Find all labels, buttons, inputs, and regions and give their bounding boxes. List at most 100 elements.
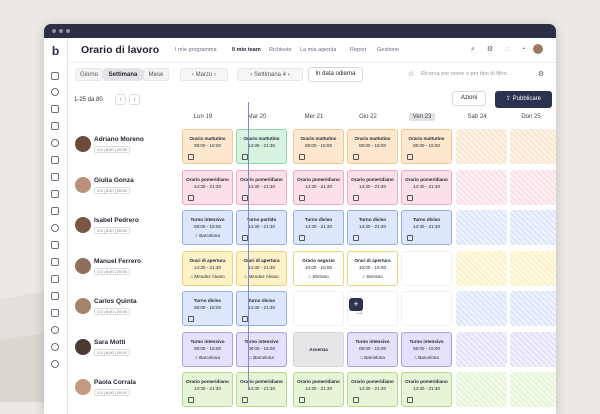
chevron-left-icon[interactable]: ‹ — [250, 72, 253, 78]
message-icon[interactable] — [51, 258, 59, 266]
day-header[interactable]: Sab 24 — [452, 114, 502, 120]
shift-card[interactable]: Orario negozio 10:00 - 15:00 ⌂ Sèrrano — [293, 250, 344, 286]
card-icon[interactable] — [51, 292, 59, 300]
employee-row[interactable]: Paola Corrala 1,5 | 8:00 | 20:00 — [67, 369, 162, 409]
nav-richieste[interactable]: Richieste — [269, 47, 292, 53]
day-header[interactable]: Lun 19 — [178, 114, 228, 120]
checklist-icon[interactable] — [51, 190, 59, 198]
employee-row[interactable]: Sara Motti 1,5 | 8:00 | 20:00 — [67, 329, 162, 369]
add-shift-button[interactable]: + — [349, 298, 363, 311]
star-icon[interactable]: ☆ — [407, 71, 415, 78]
shift-card[interactable]: Orario pomeridiano 14:30 - 21:30 — [401, 169, 452, 205]
weekend-slot[interactable] — [510, 372, 556, 407]
day-header[interactable]: Mer 21 — [289, 114, 339, 120]
chevron-left-icon[interactable]: ‹ — [191, 72, 194, 78]
employee-row[interactable]: Giulia Gonza 1,5 | 8:00 | 20:00 — [67, 167, 162, 207]
search-input[interactable]: Ricerca per nome o per tipo di filtro... — [421, 71, 512, 77]
day-header[interactable]: Gio 22 — [343, 114, 393, 120]
clock-icon[interactable] — [51, 139, 59, 147]
shift-card[interactable]: Orario mattutino 08:00 - 15:00 — [182, 129, 233, 164]
shift-card[interactable]: Orari di apertura 14:30 - 21:30 ⌂ Mendez A… — [182, 250, 233, 286]
shift-card[interactable]: Turno partido 14:30 - 21:30 — [236, 210, 287, 245]
day-header[interactable]: Don 25 — [506, 114, 556, 120]
gear-icon[interactable]: ⚙ — [486, 46, 494, 53]
search-icon[interactable]: ⌕ — [471, 46, 475, 53]
shift-card[interactable]: Orario mattutino 08:00 - 15:00 — [401, 129, 452, 164]
nav-team[interactable]: Il mio team — [232, 47, 261, 53]
weekend-slot[interactable] — [510, 331, 556, 367]
shift-card[interactable]: Turno intensivo 08:00 - 15:00 ⌂ Barcelona — [347, 331, 398, 367]
bell-icon[interactable]: ◔ — [520, 46, 526, 53]
chat-icon[interactable] — [51, 241, 59, 249]
weekend-slot[interactable] — [456, 291, 507, 326]
nav-report[interactable]: Report — [350, 47, 367, 53]
employee-row[interactable]: Adriano Moreno 1,5 | 8:00 | 20:00 — [67, 126, 162, 166]
profile-icon[interactable] — [51, 343, 59, 351]
nav-programma[interactable]: I mie programma — [175, 47, 217, 53]
employee-row[interactable]: Carlos Quinta 1,5 | 8:00 | 20:00 — [67, 288, 162, 328]
shift-card[interactable]: Orario pomeridiano 14:30 - 21:30 — [347, 372, 398, 407]
window-dot[interactable] — [52, 29, 56, 33]
shift-card[interactable]: Orario pomeridiano 14:30 - 21:30 — [293, 169, 344, 205]
shift-card[interactable]: Orario mattutino 14:30 - 21:30 — [236, 129, 287, 164]
actions-button[interactable]: Azioni — [452, 91, 486, 106]
shift-card[interactable]: Assenza — [293, 331, 344, 367]
month-selector[interactable]: ‹ Marzo › — [180, 68, 228, 81]
shift-card[interactable]: Orario mattutino 08:00 - 15:00 — [293, 129, 344, 164]
day-header[interactable]: Ven 23 — [397, 113, 447, 121]
day-header[interactable]: Mar 20 — [232, 114, 282, 120]
chat-icon[interactable]: ◌ — [504, 46, 510, 53]
chevron-right-icon[interactable]: › — [214, 72, 216, 78]
shift-card[interactable]: Turno intensivo 08:00 - 15:00 ⌂ Barcelona — [236, 331, 287, 367]
chart-icon[interactable] — [51, 207, 59, 215]
view-month[interactable]: Mese — [143, 68, 169, 81]
shift-card[interactable]: Turno intensivo 08:00 - 15:00 ⌂ Barcelona — [182, 210, 233, 245]
empty-slot[interactable] — [293, 291, 344, 326]
weekend-slot[interactable] — [510, 210, 556, 245]
empty-slot[interactable] — [347, 291, 398, 326]
weekend-slot[interactable] — [456, 250, 507, 286]
shift-card[interactable]: Turno diviso 08:00 - 15:00 — [182, 291, 233, 326]
user-avatar[interactable] — [533, 44, 543, 54]
shift-card[interactable]: Orario pomeridiano 14:30 - 21:30 — [347, 169, 398, 205]
weekend-slot[interactable] — [510, 250, 556, 286]
shift-card[interactable]: Turno diviso 14:30 - 21:30 — [293, 210, 344, 245]
weekend-slot[interactable] — [456, 331, 507, 367]
nav-agenda[interactable]: La mia agenda — [300, 47, 337, 53]
window-dot[interactable] — [59, 29, 63, 33]
view-week[interactable]: Settimana — [103, 68, 143, 81]
shift-card[interactable]: Orario pomeridiano 14:30 - 21:30 — [182, 169, 233, 205]
shift-card[interactable]: Orario pomeridiano 14:30 - 21:30 — [293, 372, 344, 407]
publish-button[interactable]: ⇪ Pubblicare — [495, 91, 552, 108]
shift-card[interactable]: Orario pomeridiano 14:30 - 21:30 — [236, 169, 287, 205]
weekend-slot[interactable] — [456, 129, 507, 164]
prev-page-button[interactable]: ‹ — [115, 94, 126, 105]
shift-card[interactable]: Turno diviso 14:30 - 21:30 — [347, 210, 398, 245]
weekend-slot[interactable] — [456, 210, 507, 245]
user-icon[interactable] — [51, 88, 59, 96]
shift-card[interactable]: Turno intensivo 08:00 - 15:00 ⌂ Barcelona — [401, 331, 452, 367]
shift-card[interactable]: Turno diviso 14:30 - 21:30 — [401, 210, 452, 245]
shift-card[interactable]: Orario pomeridiano 14:30 - 21:30 — [182, 372, 233, 407]
weekend-slot[interactable] — [510, 291, 556, 326]
weekend-slot[interactable] — [456, 372, 507, 407]
timer-icon[interactable] — [51, 360, 59, 368]
employee-row[interactable]: Manuel Ferrero 1,5 | 8:00 | 20:00 — [67, 248, 162, 288]
calendar-icon[interactable] — [51, 156, 59, 164]
nav-gestione[interactable]: Gestione — [377, 47, 400, 53]
shift-card[interactable]: Orari di apertura 14:30 - 21:30 ⌂ Mendez A… — [236, 250, 287, 286]
flow-icon[interactable] — [51, 275, 59, 283]
week-selector[interactable]: ‹ Settimana 4 › — [237, 68, 303, 81]
target-icon[interactable] — [51, 224, 59, 232]
weekend-slot[interactable] — [510, 169, 556, 205]
calendar-check-icon[interactable] — [51, 173, 59, 181]
alert-icon[interactable] — [51, 326, 59, 334]
list-icon[interactable] — [51, 309, 59, 317]
home-icon[interactable] — [51, 72, 59, 80]
chevron-right-icon[interactable]: › — [287, 72, 290, 78]
shift-card[interactable]: Turno diviso 14:30 - 21:30 — [236, 291, 287, 326]
shift-card[interactable]: Orario mattutino 08:00 - 15:00 — [347, 129, 398, 164]
empty-slot[interactable] — [401, 250, 452, 286]
settings-icon[interactable]: ⚙ — [537, 71, 545, 78]
inbox-icon[interactable] — [51, 105, 59, 113]
